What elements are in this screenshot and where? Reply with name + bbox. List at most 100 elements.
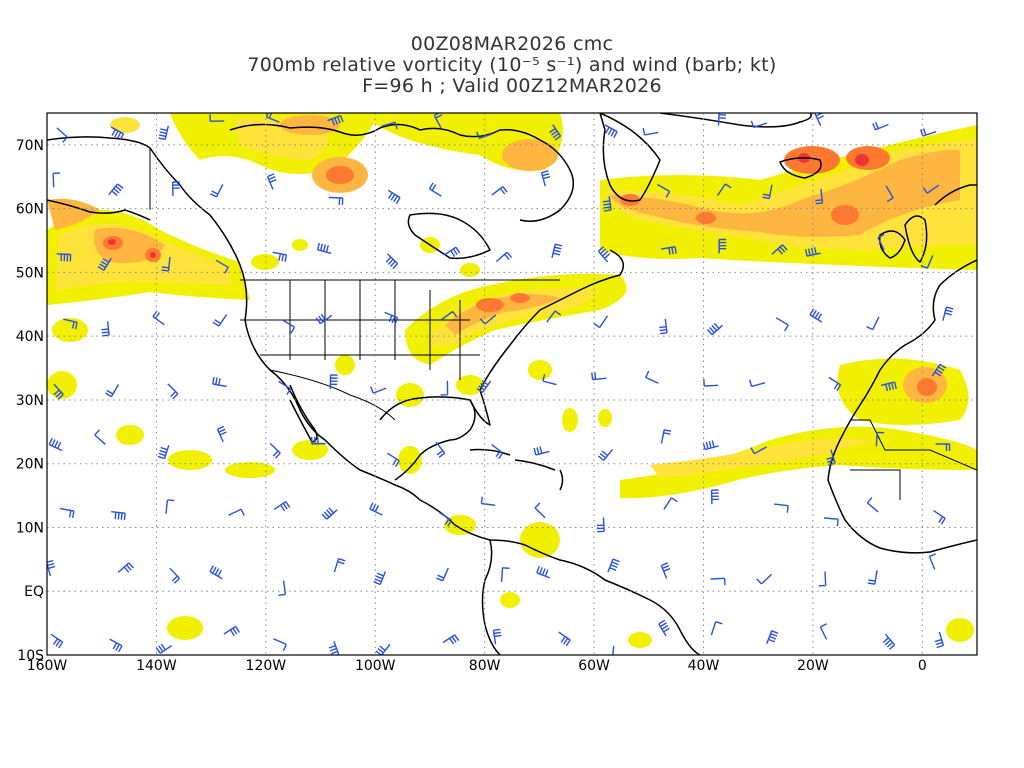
wind-barb xyxy=(321,507,338,520)
wind-barb xyxy=(476,380,492,393)
wind-barb xyxy=(373,571,387,586)
wind-barb xyxy=(749,379,766,388)
wind-barb xyxy=(774,503,789,513)
wind-barb xyxy=(63,318,78,330)
wind-barb xyxy=(385,253,399,270)
wind-barb xyxy=(931,363,947,377)
lat-lon-grid xyxy=(47,113,977,655)
wind-barb xyxy=(540,170,551,187)
longitude-tick-label: 80W xyxy=(469,658,501,674)
wind-barb xyxy=(480,496,496,506)
latitude-labels: 10S EQ 10N 20N 30N 40N 50N 60N 70N xyxy=(16,138,44,664)
wind-barb xyxy=(814,113,825,127)
wind-barb xyxy=(828,376,842,392)
wind-barb xyxy=(370,386,387,394)
wind-barb xyxy=(278,580,287,596)
longitude-tick-label: 40W xyxy=(688,658,720,674)
wind-barb xyxy=(716,183,732,196)
wind-barb xyxy=(942,306,954,321)
plot-frame xyxy=(46,112,978,656)
wind-barb xyxy=(491,444,504,460)
wind-barb xyxy=(920,128,937,137)
latitude-tick-label: 60N xyxy=(16,202,44,218)
wind-barb xyxy=(101,321,110,337)
wind-barb xyxy=(329,374,338,389)
wind-barb xyxy=(558,631,571,647)
wind-barb xyxy=(551,243,563,258)
title-line-1: 00Z08MAR2026 cmc xyxy=(410,33,614,55)
wind-barb xyxy=(702,440,719,451)
longitude-tick-label: 60W xyxy=(578,658,610,674)
wind-barb xyxy=(59,507,75,519)
wind-barb xyxy=(167,383,179,400)
wind-barb xyxy=(165,499,175,514)
wind-barb xyxy=(47,559,56,577)
wind-barb xyxy=(328,196,344,206)
wind-barb xyxy=(387,452,400,467)
longitude-tick-label: 120W xyxy=(246,658,287,674)
wind-barb xyxy=(771,244,788,255)
latitude-tick-label: 50N xyxy=(16,265,44,281)
wind-barb xyxy=(660,429,672,444)
wind-barb xyxy=(48,437,63,452)
wind-barb xyxy=(169,567,180,584)
wind-barb xyxy=(381,121,398,130)
wind-barb xyxy=(375,643,391,655)
wind-barbs xyxy=(47,113,954,655)
wind-barb xyxy=(717,113,727,126)
wind-barb xyxy=(278,380,292,395)
wind-barb xyxy=(536,566,551,579)
wind-barb xyxy=(155,643,173,654)
latitude-tick-label: 20N xyxy=(16,457,44,473)
wind-barb xyxy=(97,257,112,271)
longitude-tick-label: 160W xyxy=(27,658,68,674)
wind-barb xyxy=(658,619,670,637)
wind-barb xyxy=(815,188,824,205)
wind-barb xyxy=(867,570,878,585)
wind-barb xyxy=(56,253,72,262)
wind-barb xyxy=(158,125,169,141)
wind-barb xyxy=(439,512,453,527)
wind-barb xyxy=(94,429,106,445)
wind-barb xyxy=(328,640,340,655)
map-title-block: 00Z08MAR2026 cmc 700mb relative vorticit… xyxy=(0,34,1024,97)
wind-barb xyxy=(265,113,280,123)
wind-barb xyxy=(880,381,897,392)
wind-barb xyxy=(935,443,951,451)
wind-barb xyxy=(877,233,885,251)
wind-barb xyxy=(885,185,894,203)
wind-barb xyxy=(775,317,789,332)
wind-barb xyxy=(597,246,611,263)
wind-barb xyxy=(534,502,546,519)
wind-barb xyxy=(593,315,609,329)
wind-barb xyxy=(369,502,383,516)
wind-barb xyxy=(172,181,180,197)
wind-barb xyxy=(542,374,557,386)
wind-barb xyxy=(756,573,773,585)
wind-barb xyxy=(282,319,296,334)
wind-barb xyxy=(819,623,828,640)
wind-barb xyxy=(315,313,333,325)
longitude-tick-label: 20W xyxy=(797,658,829,674)
wind-barb xyxy=(533,446,550,456)
wind-barb xyxy=(920,255,934,269)
wind-barb xyxy=(440,380,449,396)
latitude-tick-label: EQ xyxy=(24,584,44,600)
wind-barb xyxy=(56,127,68,143)
wind-barb xyxy=(710,621,723,636)
wind-barb xyxy=(826,449,836,466)
wind-barb xyxy=(209,183,224,198)
wind-barb xyxy=(212,314,228,327)
wind-barb xyxy=(612,645,615,655)
wind-barb xyxy=(718,238,727,254)
wind-barb xyxy=(316,242,332,254)
wind-barb xyxy=(212,376,227,388)
wind-barb xyxy=(110,126,125,141)
wind-barb xyxy=(109,638,123,653)
wind-barb xyxy=(933,510,946,525)
wind-barb xyxy=(922,184,940,194)
wind-barb xyxy=(327,114,344,126)
wind-barb xyxy=(872,121,889,131)
wind-barb xyxy=(866,497,879,513)
